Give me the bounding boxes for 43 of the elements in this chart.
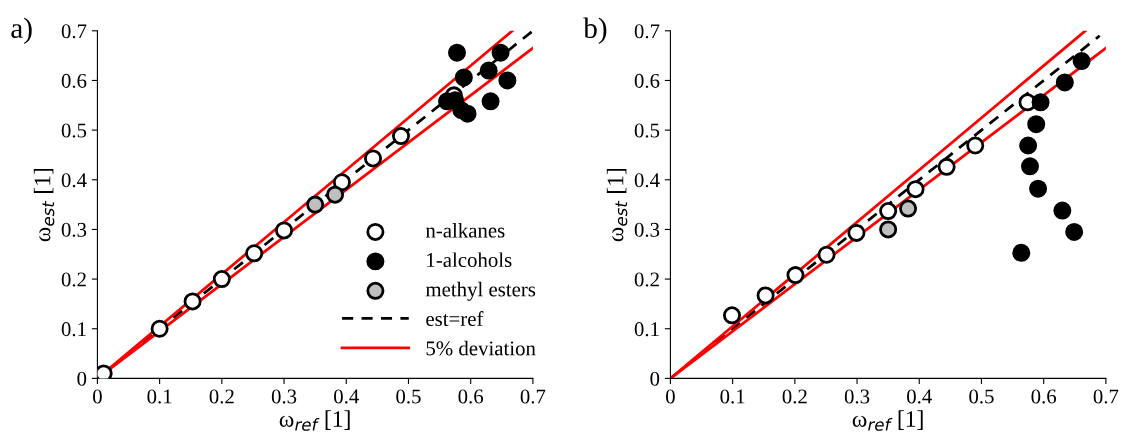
y-tick-label: 0.6 xyxy=(634,73,660,88)
x-tick-label: 0.3 xyxy=(271,389,297,404)
x-tick-label: 0.1 xyxy=(147,389,172,404)
legend-label: est=ref xyxy=(426,311,484,326)
x-axis-title: ω$_{ref}$ [1] xyxy=(852,410,923,431)
x-tick-label: 0.3 xyxy=(844,389,870,404)
x-tick-label: 0.5 xyxy=(396,389,421,404)
y-tick-label: 0.2 xyxy=(61,272,86,287)
x-tick-label: 0.6 xyxy=(458,389,484,404)
y-tick-label: 0.3 xyxy=(634,222,660,237)
y-tick-label: 0.3 xyxy=(61,222,87,237)
y-tick-label: 0.5 xyxy=(61,123,87,138)
x-tick-label: 0 xyxy=(666,389,675,404)
x-tick-label: 0 xyxy=(93,389,102,404)
x-tick-label: 0.2 xyxy=(209,389,234,404)
x-tick-label: 0.4 xyxy=(907,389,932,404)
legend-label: n-alkanes xyxy=(425,222,505,238)
y-tick-label: 0.4 xyxy=(634,173,660,188)
x-axis-title: ω$_{ref}$ [1] xyxy=(279,410,350,431)
chart-title: b) xyxy=(583,17,607,45)
y-tick-label: 0.1 xyxy=(61,322,86,337)
y-tick-label: 0.7 xyxy=(61,24,87,39)
x-tick-label: 0.4 xyxy=(334,389,359,404)
y-tick-label: 0.5 xyxy=(634,123,660,138)
y-tick-label: 0.4 xyxy=(61,173,87,188)
y-tick-label: 0 xyxy=(77,371,87,386)
y-tick-label: 0 xyxy=(650,371,660,386)
legend-label: 5% deviation xyxy=(426,340,536,356)
y-axis-title: ω$_{est}$ [1] xyxy=(606,168,628,242)
x-tick-label: 0.1 xyxy=(720,389,745,404)
legend-label: 1-alcohols xyxy=(427,252,512,268)
y-tick-label: 0.2 xyxy=(634,272,659,287)
x-tick-label: 0.2 xyxy=(782,389,807,404)
y-axis-title: ω$_{est}$ [1] xyxy=(33,168,55,242)
y-tick-label: 0.1 xyxy=(634,322,659,337)
x-tick-label: 0.6 xyxy=(1031,389,1057,404)
y-tick-label: 0.6 xyxy=(61,73,87,88)
chart-title: a) xyxy=(11,17,32,45)
y-tick-label: 0.7 xyxy=(634,24,660,39)
x-tick-label: 0.7 xyxy=(1093,389,1119,404)
x-tick-label: 0.5 xyxy=(969,389,994,404)
x-tick-label: 0.7 xyxy=(520,389,546,404)
legend-label: methyl esters xyxy=(425,281,536,301)
